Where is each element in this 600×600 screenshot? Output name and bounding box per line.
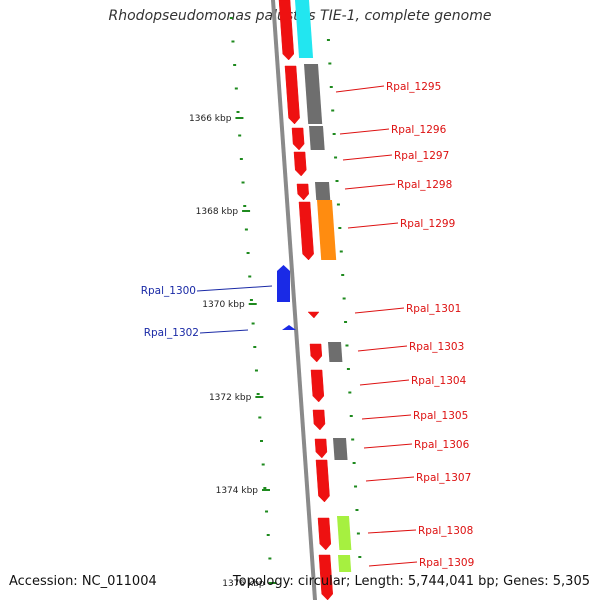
gene-label: Rpal_1307	[416, 472, 471, 484]
feature-block-cyan	[295, 0, 314, 58]
gene-label-leader	[347, 222, 399, 229]
backbone-line	[270, 0, 318, 600]
gene-label-leader	[367, 529, 417, 534]
gene-arrow-red	[284, 65, 300, 125]
gene-arrow-red	[317, 517, 332, 551]
gene-arrows	[277, 0, 352, 600]
gene-label: Rpal_1306	[414, 439, 470, 451]
gene-label-leader	[199, 329, 249, 334]
feature-block-gray	[333, 438, 348, 460]
scale-labels: 1366 kbp 1368 kbp 1370 kbp 1372 kbp 1374 kbp…	[189, 114, 277, 589]
scale-label: 1376 kbp	[222, 579, 265, 589]
feature-block-orange	[317, 200, 337, 260]
gene-label: Rpal_1303	[409, 341, 464, 353]
scale-label: 1370 kbp	[202, 300, 245, 310]
gene-arrow-red	[312, 409, 326, 431]
gene-label-leader	[342, 154, 393, 161]
gene-label-leader	[365, 476, 415, 482]
gene-arrow-red	[298, 201, 314, 261]
scale-ticks	[229, 17, 362, 560]
gene-label-leader	[335, 85, 385, 93]
feature-block-gray	[309, 126, 325, 150]
gene-label: Rpal_1302	[144, 327, 199, 339]
gene-label: Rpal_1298	[397, 179, 452, 191]
scale-label: 1372 kbp	[209, 393, 252, 403]
gene-arrow-red	[310, 369, 325, 403]
gene-label: Rpal_1299	[400, 218, 455, 230]
feature-block-gray	[328, 342, 343, 362]
scale-label: 1368 kbp	[196, 207, 239, 217]
gene-label-leader	[359, 379, 410, 386]
gene-label-leader	[357, 345, 408, 352]
gene-label: Rpal_1301	[406, 303, 461, 315]
gene-arrow-red	[293, 151, 307, 177]
feature-block-gray	[304, 64, 323, 124]
gene-arrow-red	[314, 438, 328, 459]
feature-block-lime	[338, 555, 352, 572]
gene-label: Rpal_1296	[391, 124, 447, 136]
scale-label: 1374 kbp	[216, 486, 259, 496]
gene-label-leader	[354, 307, 405, 314]
gene-arrow-red	[318, 554, 333, 600]
gene-arrow-red	[309, 343, 323, 363]
genome-backbone	[270, 0, 318, 600]
gene-label: Rpal_1308	[418, 525, 473, 537]
gene-arrow-blue	[277, 265, 290, 302]
scale-label: 1366 kbp	[189, 114, 232, 124]
gene-label-leader	[368, 561, 418, 567]
gene-label: Rpal_1309	[419, 557, 474, 569]
feature-block-gray	[315, 182, 331, 200]
gene-label: Rpal_1297	[394, 150, 449, 162]
gene-arrow-red	[278, 0, 295, 61]
gene-label-leader	[363, 443, 413, 449]
gene-label-leader	[339, 128, 390, 135]
genome-stats: Topology: circular; Length: 5,744,041 bp…	[232, 574, 590, 589]
gene-arrow-blue	[282, 325, 296, 330]
gene-label-leader	[196, 285, 273, 292]
accession-label: Accession: NC_011004	[9, 574, 157, 589]
gene-arrow-red	[291, 127, 305, 151]
gene-arrow-red	[307, 311, 320, 319]
feature-block-lime	[337, 516, 352, 550]
gene-label: Rpal_1300	[141, 285, 196, 297]
gene-arrow-red	[315, 459, 330, 503]
gene-label: Rpal_1304	[411, 375, 467, 387]
gene-label-leader	[361, 414, 412, 420]
gene-label-leader	[344, 183, 396, 190]
gene-arrow-red	[296, 183, 309, 201]
gene-label: Rpal_1295	[386, 81, 441, 93]
gene-label: Rpal_1305	[413, 410, 468, 422]
gene-labels: Rpal_1295 Rpal_1296 Rpal_1297 Rpal_1298 Rpal…	[141, 81, 475, 569]
